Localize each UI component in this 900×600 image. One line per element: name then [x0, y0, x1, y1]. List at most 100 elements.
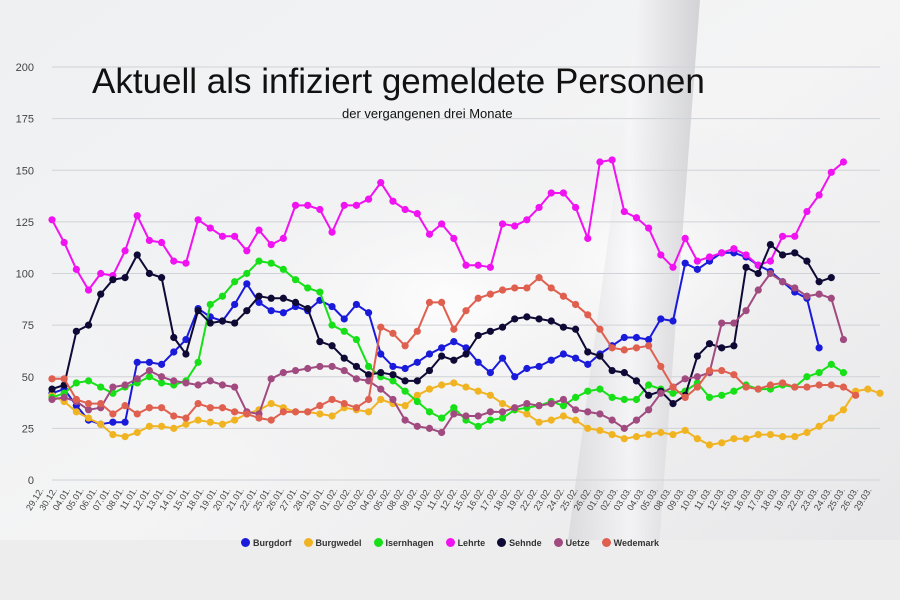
data-point	[669, 383, 677, 391]
data-point	[596, 385, 604, 393]
data-point	[279, 408, 287, 416]
data-point	[352, 362, 361, 371]
data-point	[170, 412, 178, 420]
legend-item[interactable]: Burgdorf	[241, 538, 292, 548]
data-point	[279, 309, 287, 317]
data-point	[827, 381, 835, 389]
data-point	[328, 302, 336, 311]
data-point	[718, 344, 726, 352]
data-point	[194, 216, 202, 224]
data-point	[632, 344, 641, 352]
data-point	[815, 381, 823, 389]
y-tick-label: 25	[22, 423, 34, 435]
data-point	[291, 366, 300, 375]
data-point	[693, 257, 701, 265]
data-point	[839, 158, 848, 166]
legend-item[interactable]: Burgwedel	[303, 538, 362, 548]
data-point	[279, 369, 287, 377]
data-point	[535, 402, 543, 410]
data-point	[608, 156, 616, 164]
data-point	[462, 261, 470, 269]
data-point	[194, 416, 202, 424]
data-point	[523, 216, 531, 224]
data-point	[657, 428, 665, 437]
legend-swatch	[445, 538, 455, 547]
data-point	[608, 416, 616, 424]
data-point	[121, 433, 129, 441]
data-point	[364, 362, 373, 371]
data-point	[194, 358, 202, 366]
data-point	[450, 379, 458, 387]
data-point	[72, 395, 80, 404]
data-point	[803, 292, 811, 300]
data-point	[523, 410, 531, 418]
data-point	[231, 319, 239, 327]
data-point	[231, 300, 239, 309]
data-point	[218, 232, 227, 240]
legend-swatch	[303, 538, 313, 547]
data-point	[657, 315, 665, 323]
data-point	[632, 333, 641, 342]
data-point	[742, 383, 750, 391]
data-point	[389, 329, 397, 337]
data-point	[84, 406, 93, 414]
data-point	[60, 375, 68, 383]
data-point	[815, 344, 823, 352]
data-point	[316, 288, 324, 296]
data-point	[815, 369, 823, 377]
data-point	[730, 245, 738, 253]
data-point	[839, 335, 848, 344]
legend-item[interactable]: Isernhagen	[373, 538, 434, 548]
legend-item[interactable]: Lehrte	[445, 538, 486, 548]
chart-legend: Burgdorf Burgwedel Isernhagen Lehrte Sehnde U…	[0, 538, 900, 548]
data-point	[559, 402, 568, 410]
data-point	[279, 265, 287, 273]
legend-item[interactable]: Uetze	[553, 538, 590, 548]
data-point	[486, 408, 494, 416]
data-point	[718, 249, 726, 257]
data-point	[645, 381, 653, 389]
series-wedemark	[48, 274, 860, 424]
data-point	[267, 294, 275, 302]
data-point	[352, 375, 361, 383]
data-point	[413, 210, 421, 218]
data-point	[182, 379, 190, 387]
data-point	[645, 430, 653, 439]
data-point	[255, 257, 263, 265]
data-point	[182, 350, 190, 358]
data-point	[438, 344, 446, 352]
data-point	[778, 278, 787, 286]
data-point	[852, 391, 860, 399]
data-point	[377, 385, 385, 393]
legend-item[interactable]: Wedemark	[601, 538, 659, 548]
data-point	[401, 387, 409, 395]
data-point	[206, 404, 214, 412]
legend-item[interactable]: Sehnde	[497, 538, 542, 548]
data-point	[145, 236, 154, 245]
data-point	[571, 416, 580, 424]
data-point	[438, 220, 446, 228]
data-point	[72, 379, 80, 387]
data-point	[718, 391, 726, 399]
data-point	[255, 414, 263, 422]
data-point	[693, 373, 701, 381]
data-point	[596, 426, 604, 435]
data-point	[304, 284, 312, 292]
data-point	[693, 352, 701, 360]
data-point	[206, 300, 214, 309]
data-point	[304, 305, 312, 313]
data-point	[157, 360, 166, 368]
data-point	[231, 232, 239, 240]
data-point	[84, 286, 93, 294]
data-point	[559, 292, 568, 300]
data-point	[791, 249, 799, 257]
legend-label: Lehrte	[457, 538, 486, 548]
data-point	[498, 414, 507, 422]
data-point	[669, 399, 677, 408]
data-point	[425, 385, 434, 393]
data-point	[620, 346, 628, 354]
data-point	[645, 342, 653, 350]
data-point	[401, 416, 409, 424]
legend-swatch	[373, 538, 383, 547]
data-point	[535, 203, 543, 212]
